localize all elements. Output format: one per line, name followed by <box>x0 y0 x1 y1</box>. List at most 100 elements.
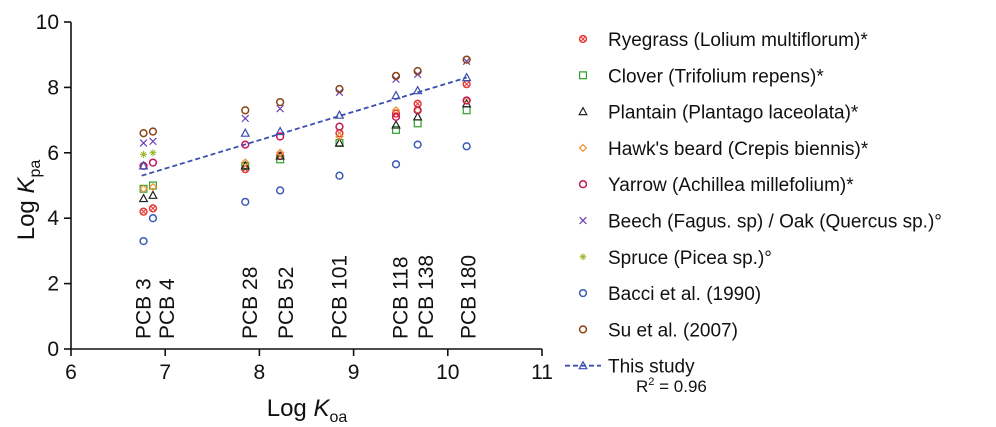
legend-marker <box>578 71 587 80</box>
y-tick-label: 6 <box>47 142 59 165</box>
x-tick-label: 7 <box>159 361 171 384</box>
data-point <box>391 160 401 169</box>
legend-label: Beech (Fagus. sp) / Oak (Quercus sp.)° <box>608 212 942 233</box>
data-point-shape <box>462 55 471 64</box>
data-point <box>412 111 423 121</box>
fit-line-layer <box>141 76 467 177</box>
legend-item: Ryegrass (Lolium multiflorum)* <box>578 30 868 51</box>
data-point <box>139 129 148 138</box>
pcb-label: PCB 52 <box>275 267 298 339</box>
x-tick-label: 11 <box>531 361 553 384</box>
legend-label: This study <box>608 357 695 378</box>
data-point <box>138 160 149 170</box>
legend-marker <box>579 216 587 225</box>
legend-marker <box>578 143 588 153</box>
data-point <box>275 97 285 107</box>
x-tick-label: 9 <box>348 361 360 384</box>
x-axis-label-main: Log <box>267 395 314 422</box>
r-squared-prefix: R <box>636 377 648 396</box>
data-point-shape <box>139 236 148 246</box>
data-point <box>335 171 344 180</box>
data-point-cross <box>414 101 421 107</box>
data-point <box>391 71 401 81</box>
legend-item: Su et al. (2007) <box>578 320 738 341</box>
legend-marker-cross <box>580 36 586 42</box>
data-point <box>462 55 471 64</box>
data-point-shape <box>413 66 422 76</box>
pcb-label: PCB 138 <box>415 255 438 339</box>
data-point-cross <box>150 205 156 212</box>
legend-item: This study <box>565 357 695 378</box>
data-point <box>462 57 471 66</box>
legend-label: Ryegrass (Lolium multiflorum)* <box>608 30 868 51</box>
data-point <box>335 84 344 94</box>
legend-item: Plantain (Plantago laceolata)* <box>578 103 859 124</box>
data-point-shape <box>275 186 285 195</box>
series-9 <box>138 72 472 170</box>
data-point-shape <box>148 127 158 136</box>
data-point <box>413 106 422 115</box>
data-point <box>413 66 422 76</box>
data-point <box>139 207 148 216</box>
y-axis-label: Log Kpa <box>13 160 44 241</box>
r-squared-value: = 0.96 <box>654 377 706 396</box>
legend-marker <box>578 34 588 44</box>
pcb-label: PCB 101 <box>328 255 351 339</box>
data-point-shape <box>391 109 401 118</box>
data-point-cross <box>463 81 470 87</box>
data-point-shape <box>275 132 285 141</box>
data-point <box>462 79 471 89</box>
x-tick-label: 6 <box>65 361 77 384</box>
y-tick-label: 10 <box>36 11 59 34</box>
data-point <box>149 149 157 157</box>
legend-marker-shape <box>578 34 588 44</box>
axes: 0 2 4 6 8 10 6 7 8 9 10 11 <box>36 11 553 384</box>
legend-item: Bacci et al. (1990) <box>578 284 761 305</box>
data-point <box>240 160 251 170</box>
data-point <box>462 142 471 151</box>
data-point <box>139 236 148 246</box>
pcb-label: PCB 3 <box>133 278 156 339</box>
data-point <box>148 204 158 213</box>
pcb-label: PCB 118 <box>390 257 413 340</box>
data-point <box>391 90 401 100</box>
legend-label: Spruce (Picea sp.)° <box>608 248 772 269</box>
data-point <box>412 85 423 95</box>
y-axis-label-italic: K <box>13 177 40 194</box>
data-point <box>241 140 250 149</box>
pcb-labels: PCB 3 PCB 4 PCB 28 PCB 52 PCB 101 PCB 118 PCB … <box>133 255 481 339</box>
data-point <box>413 119 422 128</box>
data-point-shape <box>391 160 401 169</box>
legend-item: Hawk's beard (Crepis biennis)* <box>578 139 869 160</box>
fit-line <box>141 76 467 177</box>
data-point <box>240 127 251 137</box>
data-point <box>335 132 344 141</box>
data-point-shape <box>241 106 250 115</box>
legend: Ryegrass (Lolium multiflorum)* Clover (Tr… <box>565 30 942 378</box>
data-point <box>462 106 471 115</box>
x-axis-label-sub: oa <box>329 409 347 426</box>
legend-label: Su et al. (2007) <box>608 320 738 341</box>
legend-item: Beech (Fagus. sp) / Oak (Quercus sp.)° <box>579 212 942 233</box>
data-point <box>148 158 158 167</box>
legend-marker <box>579 253 587 261</box>
data-point-cross <box>140 208 147 215</box>
r-squared-sup: 2 <box>648 376 654 388</box>
data-points <box>138 55 472 246</box>
series-7 <box>139 140 471 246</box>
data-point-shape <box>391 112 401 121</box>
data-point <box>462 96 471 105</box>
data-point <box>335 122 344 131</box>
data-point <box>139 184 148 193</box>
data-point <box>138 193 149 203</box>
data-point-shape <box>241 197 250 207</box>
data-point-shape <box>148 158 158 167</box>
y-tick-label: 4 <box>47 207 59 230</box>
series-2 <box>138 98 472 203</box>
legend-item: Spruce (Picea sp.)° <box>579 248 772 269</box>
data-point <box>241 158 250 167</box>
series-8 <box>139 55 471 138</box>
data-point <box>140 151 147 158</box>
data-point <box>148 127 158 136</box>
